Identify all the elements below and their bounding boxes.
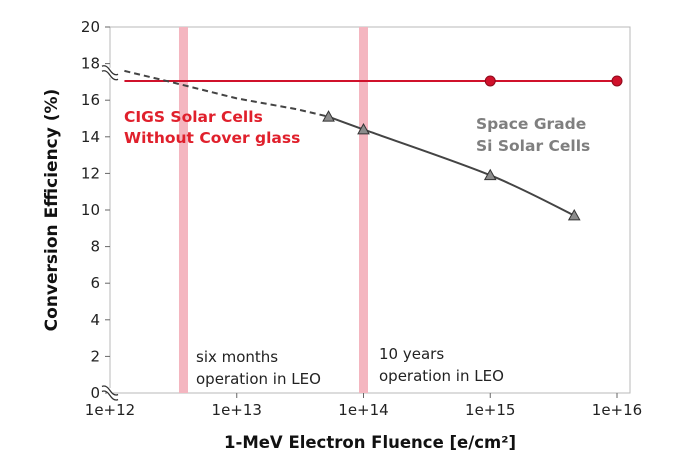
- si-series-line: [328, 115, 575, 217]
- x-axis-title: 1-MeV Electron Fluence [e/cm²]: [224, 433, 516, 452]
- y-tick-label-4: 4: [90, 311, 100, 329]
- band-label-ten-years-line1: 10 years: [379, 345, 444, 363]
- series-markers: [322, 75, 623, 221]
- axis-break-line-0-1: [101, 390, 119, 401]
- y-tick-label-14: 14: [81, 128, 100, 146]
- cigs-annotation-line1: CIGS Solar Cells: [124, 108, 263, 126]
- y-axis-ticks: 0 2 4 6 8 10 12 14 16 18 20: [81, 18, 110, 402]
- y-tick-label-16: 16: [81, 91, 100, 109]
- y-tick-label-20: 20: [81, 18, 100, 36]
- cigs-point-1: [611, 75, 623, 87]
- axis-break-line-0-0: [101, 385, 119, 396]
- band-label-six-months-line2: operation in LEO: [196, 370, 321, 388]
- cigs-annotation-line2: Without Cover glass: [124, 129, 300, 147]
- si-point-0: [322, 110, 335, 122]
- si-extrapolated-line: [124, 69, 329, 118]
- leo-band-1: [359, 27, 368, 393]
- leo-band-0: [178, 27, 188, 393]
- band-label-ten-years-line2: operation in LEO: [379, 367, 504, 385]
- x-axis-ticks: 1e+12 1e+13 1e+14 1e+15 1e+16: [85, 393, 642, 419]
- band-label-six-months-line1: six months: [196, 348, 278, 366]
- x-tick-label-0: 1e+12: [85, 401, 135, 419]
- y-tick-label-18: 18: [81, 55, 100, 73]
- leo-bands: [178, 27, 368, 393]
- cigs-point-0: [484, 75, 496, 87]
- y-tick-label-6: 6: [90, 274, 100, 292]
- axis-break-gap-0: [107, 388, 113, 398]
- y-tick-label-10: 10: [81, 201, 100, 219]
- y-tick-label-2: 2: [90, 347, 100, 365]
- x-tick-label-3: 1e+15: [465, 401, 515, 419]
- x-tick-label-4: 1e+16: [592, 401, 642, 419]
- y-tick-label-8: 8: [90, 238, 100, 256]
- y-tick-label-0: 0: [90, 384, 100, 402]
- si-annotation-line1: Space Grade: [476, 115, 586, 133]
- axis-break-line-1-0: [101, 65, 119, 76]
- y-tick-label-12: 12: [81, 164, 100, 182]
- x-tick-label-1: 1e+13: [212, 401, 262, 419]
- axis-break-marks: [101, 65, 119, 401]
- si-point-1: [357, 122, 370, 135]
- x-tick-label-2: 1e+14: [338, 401, 388, 419]
- series-lines: [124, 69, 617, 217]
- axis-break-gap-1: [107, 67, 113, 78]
- si-annotation-line2: Si Solar Cells: [476, 137, 590, 155]
- axis-break-line-1-1: [101, 70, 119, 81]
- si-point-2: [483, 168, 497, 181]
- y-axis-title: Conversion Efficiency (%): [42, 89, 62, 332]
- si-point-3: [567, 208, 581, 221]
